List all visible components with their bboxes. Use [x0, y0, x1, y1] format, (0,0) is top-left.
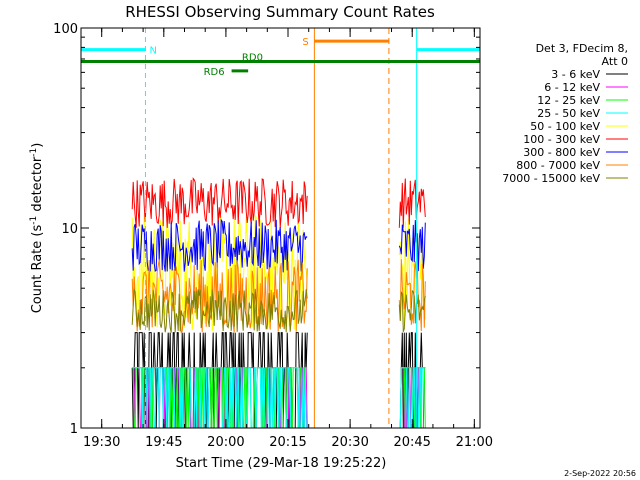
legend-label-7: 800 - 7000 keV	[516, 159, 600, 172]
x-tick-label-5: 20:45	[393, 435, 430, 450]
legend-label-2: 12 - 25 keV	[537, 94, 600, 107]
y-tick-label-1: 10	[61, 222, 78, 237]
legend-label-1: 6 - 12 keV	[544, 81, 600, 94]
legend-label-8: 7000 - 15000 keV	[502, 172, 600, 185]
series-line-7	[131, 259, 426, 334]
rd0-label: RD0	[242, 52, 263, 63]
legend-label-0: 3 - 6 keV	[551, 68, 600, 81]
series-line-8	[131, 287, 426, 333]
legend-label-5: 100 - 300 keV	[523, 133, 600, 146]
legend-label-6: 300 - 800 keV	[523, 146, 600, 159]
axes-layer: 1 10 100 19:30 19:45 20:00 20:15 20:30 20:45 21:0…	[53, 22, 493, 450]
legend-title-line2: Att 0	[602, 55, 628, 68]
y-label-part1: Count Rate (s	[30, 225, 45, 314]
data-layer	[131, 177, 426, 429]
legend-title-line1: Det 3, FDecim 8,	[536, 42, 628, 55]
x-tick-label-4: 20:30	[331, 435, 368, 450]
x-tick-label-3: 20:15	[269, 435, 306, 450]
x-tick-label-1: 19:45	[145, 435, 182, 450]
chart-title: RHESSI Observing Summary Count Rates	[125, 3, 435, 21]
y-tick-label-0: 1	[70, 422, 78, 437]
rd6-label: RD6	[204, 67, 225, 78]
x-tick-label-6: 21:00	[456, 435, 493, 450]
y-tick-label-2: 100	[53, 22, 78, 37]
y-label-part2: detector	[30, 156, 45, 216]
legend-label-4: 50 - 100 keV	[530, 120, 600, 133]
footer-date: 2-Sep-2022 20:56	[564, 469, 636, 478]
series-line-5	[131, 177, 426, 228]
x-tick-label-0: 19:30	[83, 435, 120, 450]
y-axis-label: Count Rate (s-1 detector-1)	[29, 143, 45, 314]
y-label-sup1: -1	[29, 216, 39, 225]
y-label-sup2: -1	[29, 148, 39, 157]
series-line-6	[131, 218, 426, 273]
saa-label: S	[302, 37, 308, 48]
x-tick-label-2: 20:00	[207, 435, 244, 450]
x-axis-label: Start Time (29-Mar-18 19:25:22)	[176, 456, 387, 471]
night-label: N	[149, 46, 156, 57]
y-label-close: )	[30, 143, 45, 148]
legend-label-3: 25 - 50 keV	[537, 107, 600, 120]
